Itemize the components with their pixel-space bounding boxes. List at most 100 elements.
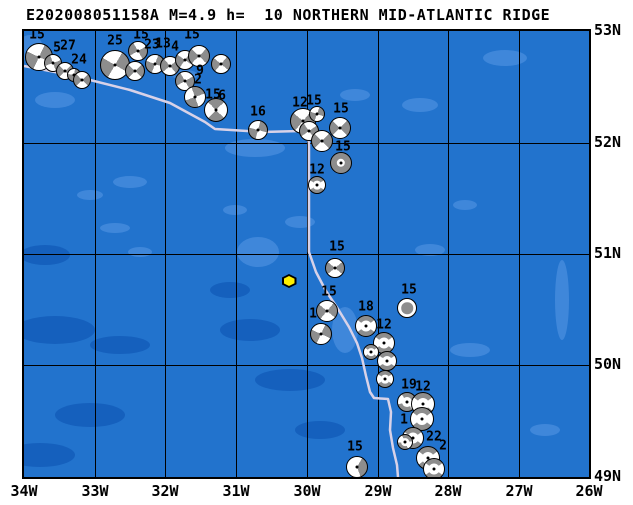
- lon-label: 34W: [10, 482, 38, 500]
- map-plot: 15 5 27 24 25 15 23 13 4 15 9 2 15 6 16 12 15 15 15 12 15 15 1…: [22, 29, 591, 479]
- bathymetry-blob: [415, 244, 445, 256]
- depth-label: 27: [60, 38, 76, 54]
- lat-label: 49N: [594, 467, 622, 486]
- depth-label: 15: [347, 439, 363, 455]
- bathymetry-blob: [223, 205, 247, 215]
- beachball-dot: [369, 350, 373, 354]
- lon-label: 30W: [293, 482, 321, 500]
- focal-mechanism-beachball: [248, 120, 268, 140]
- beachball-dot: [420, 417, 424, 421]
- focal-mechanism-beachball: [316, 300, 338, 322]
- depth-label: 5: [53, 40, 61, 56]
- beachball-dot: [421, 402, 425, 406]
- beachball-dot: [382, 341, 386, 345]
- focal-mechanism-beachball: [363, 344, 379, 360]
- lon-label: 27W: [505, 482, 533, 500]
- beachball-dot: [411, 436, 415, 440]
- depth-label: 15: [184, 29, 200, 43]
- bathymetry-blob: [220, 319, 280, 341]
- bathymetry-blob: [450, 343, 490, 357]
- beachball-dot: [183, 58, 187, 62]
- bathymetry-blob: [483, 50, 527, 66]
- depth-label: 16: [250, 104, 266, 120]
- beachball-dot: [383, 377, 387, 381]
- depth-label: 19: [401, 377, 417, 393]
- beachball-dot: [256, 128, 260, 132]
- bathymetry-blob: [128, 247, 152, 257]
- beachball-dot: [339, 161, 343, 165]
- plot-title: E202008051158A M=4.9 h= 10 NORTHERN MID-…: [26, 6, 551, 24]
- depth-label: 15: [335, 139, 351, 155]
- depth-label: 25: [107, 33, 123, 49]
- beachball-dot: [183, 79, 187, 83]
- beachball-dot: [325, 309, 329, 313]
- lat-label: 50N: [594, 355, 622, 374]
- focal-mechanism-beachball: [184, 86, 206, 108]
- beachball-center: [401, 302, 413, 314]
- event-marker-fill: [283, 276, 295, 286]
- beachball-dot: [219, 62, 223, 66]
- bathymetry-blob: [35, 92, 75, 108]
- depth-label: 12: [415, 379, 431, 395]
- gridline-parallel: [24, 143, 589, 144]
- beachball-dot: [193, 95, 197, 99]
- bathymetry-blob: [55, 403, 125, 427]
- depth-label: 13: [155, 36, 171, 52]
- focal-mechanism-beachball: [397, 434, 413, 450]
- focal-mechanism-beachball: [73, 71, 91, 89]
- focal-mechanism-beachball: [330, 152, 352, 174]
- depth-label: 1: [309, 306, 317, 322]
- beachball-dot: [136, 49, 140, 53]
- focal-mechanism-beachball: [128, 41, 148, 61]
- depth-label: 4: [171, 39, 179, 55]
- focal-mechanism-beachball: [329, 117, 351, 139]
- beachball-dot: [320, 139, 324, 143]
- bathymetry-blob: [113, 176, 147, 188]
- depth-label: 15: [205, 87, 221, 103]
- depth-label: 15: [329, 239, 345, 255]
- beachball-dot: [385, 359, 389, 363]
- bathymetry-blob: [555, 260, 569, 340]
- focal-mechanism-beachball: [188, 45, 210, 67]
- depth-label: 23: [144, 37, 160, 53]
- beachball-dot: [307, 129, 311, 133]
- event-marker: [281, 274, 297, 288]
- gridline-parallel: [24, 254, 589, 255]
- depth-label: 15: [401, 282, 417, 298]
- beachball-dot: [403, 440, 407, 444]
- focal-mechanism-beachball: [355, 315, 377, 337]
- beachball-dot: [338, 126, 342, 130]
- depth-label: 24: [71, 52, 87, 68]
- beachball-dot: [315, 183, 319, 187]
- lon-label: 32W: [151, 482, 179, 500]
- depth-label: 12: [376, 317, 392, 333]
- beachball-dot: [168, 64, 172, 68]
- depth-label: 15: [321, 284, 337, 300]
- focal-mechanism-beachball: [308, 176, 326, 194]
- bathymetry-blob: [210, 282, 250, 298]
- depth-label: 9: [196, 63, 204, 79]
- depth-label: 15: [29, 29, 45, 43]
- focal-mechanism-beachball: [310, 323, 332, 345]
- beachball-dot: [315, 112, 319, 116]
- depth-label: 1: [400, 412, 408, 428]
- beachball-dot: [364, 324, 368, 328]
- gridline-parallel: [24, 365, 589, 366]
- lon-label: 28W: [434, 482, 462, 500]
- beachball-dot: [355, 465, 359, 469]
- depth-label: 18: [358, 299, 374, 315]
- beachball-dot: [214, 108, 218, 112]
- depth-label: 2: [439, 438, 447, 454]
- bathymetry-blob: [340, 89, 370, 101]
- lon-label: 33W: [81, 482, 109, 500]
- bathymetry-blob: [453, 200, 477, 210]
- focal-mechanism-beachball: [211, 54, 231, 74]
- depth-label: 15: [333, 101, 349, 117]
- ridge-axis-line: [24, 64, 400, 477]
- focal-mechanism-beachball: [397, 298, 417, 318]
- beachball-dot: [432, 467, 436, 471]
- beachball-dot: [319, 332, 323, 336]
- bathymetry-blob: [90, 336, 150, 354]
- lon-label: 31W: [222, 482, 250, 500]
- depth-label: 22: [426, 429, 442, 445]
